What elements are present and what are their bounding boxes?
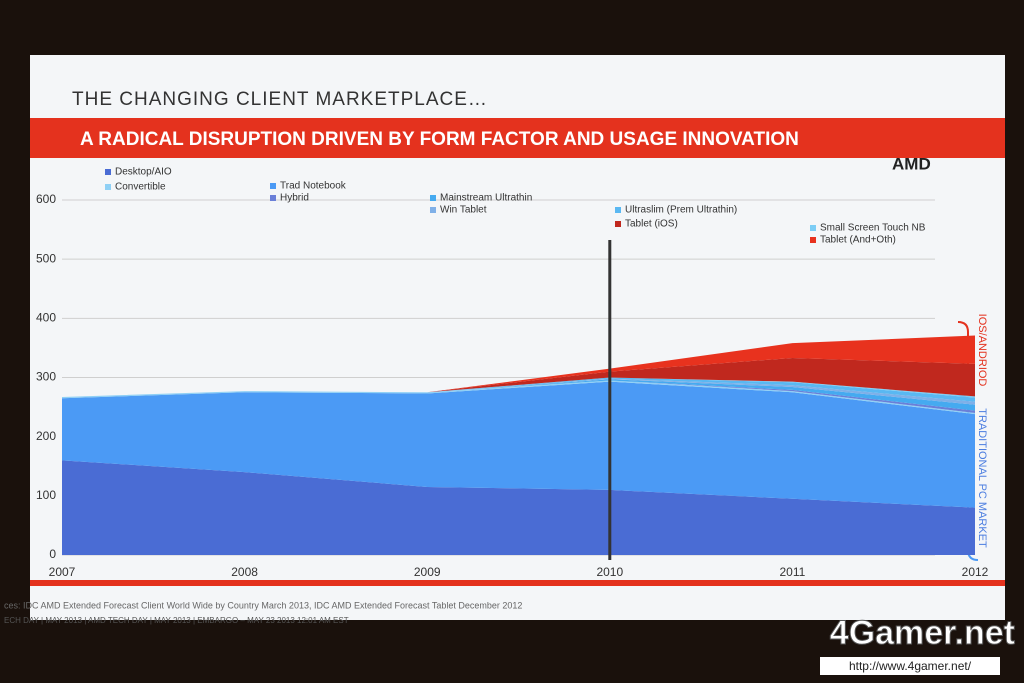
legend-swatch [105,169,111,175]
y-tick-label: 500 [36,251,56,265]
legend-swatch [430,195,436,201]
y-tick-label: 100 [36,488,56,502]
chart-title: A RADICAL DISRUPTION DRIVEN BY FORM FACT… [80,129,799,150]
y-tick-label: 300 [36,370,56,384]
source-note: ces: IDC AMD Extended Forecast Client Wo… [4,600,522,610]
slide-header: THE CHANGING CLIENT MARKETPLACE… [72,89,488,110]
area [62,379,975,411]
legend-swatch [430,207,436,213]
legend-swatch [810,237,816,243]
x-tick-label: 2008 [231,565,258,579]
legend-label: Hybrid [280,193,309,204]
legend-swatch [615,207,621,213]
y-tick-label: 200 [36,429,56,443]
x-tick-label: 2007 [49,565,76,579]
url-box [820,657,1000,675]
legend-label: Trad Notebook [280,181,347,192]
legend-label: Desktop/AIO [115,167,172,178]
x-tick-label: 2012 [962,565,989,579]
legend-label: Small Screen Touch NB [820,223,926,234]
legend-label: Tablet (iOS) [625,219,678,230]
area [62,377,975,402]
area [62,460,975,555]
x-tick-label: 2010 [596,565,623,579]
legend-label: Mainstream Ultrathin [440,193,532,204]
logo: AMD [892,154,931,173]
legend-swatch [105,184,111,190]
y-tick-label: 400 [36,311,56,325]
area [62,381,975,508]
legend-swatch [270,195,276,201]
legend-label: Convertible [115,182,166,193]
footer: ECH DAY | MAY 2013 | AMD TECH DAY | MAY … [4,616,349,625]
legend-label: Win Tablet [440,205,487,216]
legend-swatch [615,221,621,227]
y-tick-label: 0 [49,547,56,561]
legend-swatch [810,225,816,231]
area [62,357,975,398]
legend-label: Ultraslim (Prem Ultrathin) [625,205,737,216]
y-tick-label: 600 [36,192,56,206]
legend-swatch [270,183,276,189]
annotation: IOS/ANDRIOD [976,314,988,387]
url: http://www.4gamer.net/ [849,659,972,673]
x-tick-label: 2009 [414,565,441,579]
title-bar [30,118,1005,158]
legend-label: Tablet (And+Oth) [820,235,896,246]
area [62,335,975,398]
watermark: 4Gamer.net [830,614,1015,652]
plot: 0 100 200 300 400 500 600 2007 2008 2009 2010 2011 2… [36,167,989,580]
x-tick-label: 2011 [779,565,805,579]
annotation: TRADITIONAL PC MARKET [976,408,988,548]
area [62,380,975,415]
footer-line [30,580,1005,586]
